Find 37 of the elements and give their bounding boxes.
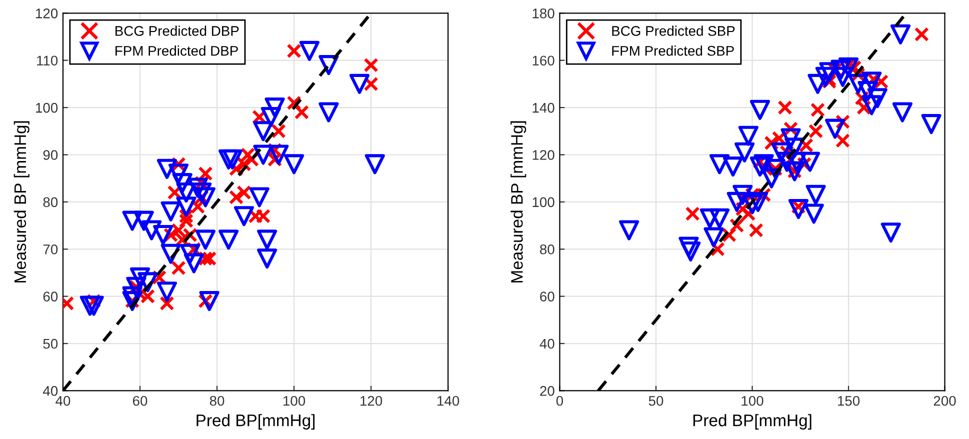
y-tick-label: 120 bbox=[532, 150, 554, 160]
y-tick-label: 100 bbox=[532, 197, 554, 208]
y-axis-title: Measured BP [mmHg] bbox=[510, 121, 526, 282]
x-tick-label: 50 bbox=[648, 396, 664, 406]
x-tick-label: 140 bbox=[438, 396, 460, 406]
x-tick-label: 200 bbox=[934, 396, 956, 406]
y-tick-label: 60 bbox=[540, 292, 554, 302]
y-tick-label: 40 bbox=[540, 338, 554, 349]
x-axis-title: Pred BP[mmHg] bbox=[196, 414, 315, 430]
y-axis-title: Measured BP [mmHg] bbox=[14, 121, 30, 282]
y-tick-label: 120 bbox=[36, 8, 58, 18]
y-tick-label: 20 bbox=[540, 386, 554, 396]
legend-label: FPM Predicted DBP bbox=[116, 46, 238, 56]
y-tick-label: 80 bbox=[43, 197, 58, 208]
legend-label: FPM Predicted SBP bbox=[612, 46, 734, 56]
y-tick-label: 140 bbox=[532, 102, 554, 113]
x-tick-label: 100 bbox=[742, 396, 764, 406]
y-tick-label: 110 bbox=[37, 56, 58, 66]
y-tick-label: 60 bbox=[43, 292, 58, 302]
x-tick-label: 60 bbox=[132, 396, 148, 406]
x-tick-label: 40 bbox=[56, 396, 70, 406]
legend-label: BCG Predicted DBP bbox=[116, 26, 239, 36]
y-tick-label: 90 bbox=[43, 150, 58, 160]
x-tick-label: 120 bbox=[360, 396, 382, 406]
x-tick-label: 150 bbox=[838, 396, 860, 406]
x-tick-label: 0 bbox=[556, 396, 564, 406]
x-tick-label: 100 bbox=[283, 396, 306, 406]
legend-label: BCG Predicted SBP bbox=[612, 26, 735, 36]
y-tick-label: 40 bbox=[42, 386, 58, 396]
y-tick-label: 50 bbox=[43, 338, 58, 349]
y-tick-label: 80 bbox=[540, 244, 554, 254]
y-tick-label: 180 bbox=[532, 8, 554, 18]
y-tick-label: 70 bbox=[43, 244, 58, 254]
x-tick-label: 80 bbox=[210, 396, 224, 406]
y-tick-label: 100 bbox=[36, 102, 58, 113]
y-tick-label: 160 bbox=[532, 56, 554, 66]
x-axis-title: Pred BP[mmHg] bbox=[693, 414, 812, 430]
